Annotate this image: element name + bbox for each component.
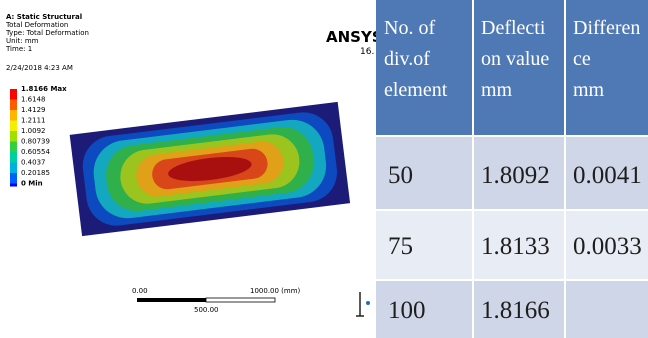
legend-label: 0.80739: [21, 138, 50, 146]
scale-end: 1000.00 (mm): [250, 287, 301, 295]
table-cell: 1.8133: [481, 233, 550, 260]
table-cell: 1.8092: [481, 162, 550, 189]
header-line: A: Static Structural: [6, 13, 82, 21]
legend-label: 0.20185: [21, 169, 50, 177]
legend-label: 1.4129: [21, 106, 46, 114]
header-cell: element: [384, 79, 448, 101]
legend-swatch: [10, 184, 17, 187]
header-cell: Differen: [573, 17, 640, 39]
table-cell: 0.0033: [573, 233, 642, 260]
legend-swatch: [10, 142, 17, 153]
header-cell: ce: [573, 48, 591, 70]
header-cell: No. of: [384, 17, 435, 39]
table-cell: 50: [388, 162, 413, 189]
scale-mid: 500.00: [194, 306, 219, 314]
legend-label: 1.8166 Max: [21, 85, 67, 93]
header-line: Type: Total Deformation: [5, 29, 89, 37]
legend-swatch: [10, 100, 17, 111]
table-cell: 75: [388, 233, 413, 260]
legend-swatch: [10, 131, 17, 142]
header-line: Unit: mm: [6, 37, 39, 45]
legend-swatch: [10, 110, 17, 121]
scale-start: 0.00: [132, 287, 148, 295]
header-cell: mm: [573, 79, 605, 101]
legend-swatch: [10, 163, 17, 174]
header-cell: div.of: [384, 48, 430, 70]
brand: ANSYS: [326, 28, 383, 46]
table-cell: 0.0041: [573, 162, 642, 189]
header-cell: mm: [481, 79, 513, 101]
page: A: Static StructuralTotal DeformationTyp…: [0, 0, 648, 338]
legend-swatch: [10, 121, 17, 132]
legend-label: 1.2111: [21, 117, 46, 125]
header-cell: on value: [481, 48, 549, 70]
legend-swatch: [10, 173, 17, 184]
legend-label: 1.0092: [21, 127, 46, 135]
legend-label: 0 Min: [21, 180, 43, 188]
scale-bar: [206, 298, 275, 302]
legend-label: 1.6148: [21, 96, 46, 104]
legend-swatch: [10, 89, 17, 100]
header-line: 2/24/2018 4:23 AM: [6, 64, 73, 72]
header-cell: Deflecti: [481, 17, 546, 39]
legend-swatch: [10, 152, 17, 163]
table-cell: 1.8166: [481, 297, 550, 324]
scale-bar: [137, 298, 206, 302]
header-line: Time: 1: [5, 45, 32, 53]
header-line: Total Deformation: [5, 21, 68, 29]
legend-label: 0.4037: [21, 159, 46, 167]
table-cell: 100: [388, 297, 426, 324]
version: 16.: [360, 47, 374, 57]
legend-label: 0.60554: [21, 148, 50, 156]
table: No. of div.of element Deflecti on value mm Dif…: [376, 0, 648, 338]
